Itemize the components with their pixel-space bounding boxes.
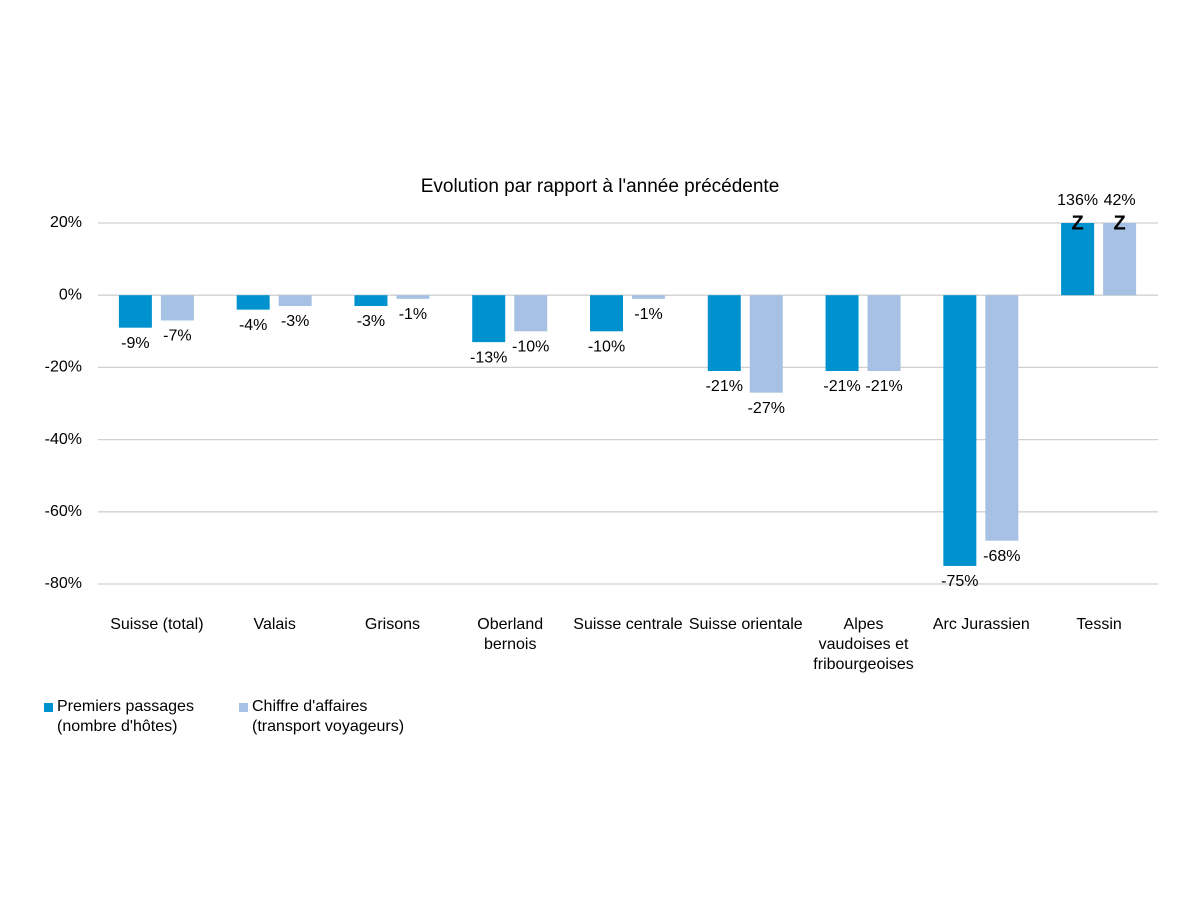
legend-swatch (239, 703, 248, 712)
chart-title: Evolution par rapport à l'année précéden… (421, 176, 780, 197)
bar (590, 295, 623, 332)
bar (867, 295, 901, 372)
bar (707, 295, 741, 372)
data-label: -4% (239, 317, 267, 334)
data-label: -13% (470, 349, 507, 366)
y-tick-label: -60% (45, 503, 82, 520)
bar (514, 295, 548, 332)
data-label: -1% (634, 306, 662, 323)
x-tick-label: Suisse orientale (688, 616, 803, 633)
y-tick-label: -20% (45, 359, 82, 376)
bar (985, 295, 1019, 541)
x-tick-label: Oberland bernois (477, 616, 544, 653)
data-label: -27% (748, 400, 785, 417)
x-tick-label: Valais (253, 616, 296, 633)
data-label: -10% (588, 339, 625, 356)
legend-label: Chiffre d'affaires (transport voyageurs) (252, 698, 405, 735)
bar (632, 295, 665, 299)
legend-swatch (44, 703, 53, 712)
data-label: -7% (163, 328, 191, 345)
data-label: 136% (1057, 192, 1098, 209)
y-tick-label: 20% (50, 214, 82, 231)
data-label: -68% (983, 548, 1020, 565)
bar (118, 295, 152, 328)
bar (1061, 223, 1095, 296)
data-label: -21% (706, 378, 743, 395)
legend-label: Premiers passages (nombre d'hôtes) (57, 698, 194, 735)
data-label: -21% (823, 378, 860, 395)
bar (396, 295, 430, 299)
data-label: -75% (941, 573, 978, 590)
bar (278, 295, 312, 307)
bar (472, 295, 506, 343)
bar (354, 295, 388, 307)
data-label: -3% (281, 313, 309, 330)
bar (749, 295, 783, 393)
bar (825, 295, 859, 372)
x-tick-label: Alpes vaudoises et fribourgeoises (813, 616, 914, 673)
bar (160, 295, 194, 321)
data-label: -1% (399, 306, 427, 323)
y-tick-label: 0% (59, 286, 82, 303)
bar (236, 295, 270, 310)
bar (943, 295, 977, 566)
x-tick-label: Arc Jurassien (932, 616, 1030, 633)
x-tick-label: Tessin (1076, 616, 1122, 633)
y-tick-label: -40% (45, 431, 82, 448)
data-label: -3% (357, 313, 385, 330)
data-label: -10% (512, 339, 549, 356)
data-label: -21% (865, 378, 902, 395)
data-label: -9% (121, 335, 149, 352)
data-label: 42% (1104, 192, 1136, 209)
break-marker: Z (1072, 212, 1084, 234)
x-tick-label: Grisons (364, 616, 420, 633)
bar (1103, 223, 1137, 296)
break-marker: Z (1114, 212, 1126, 234)
x-tick-label: Suisse centrale (573, 616, 683, 633)
y-tick-label: -80% (45, 575, 82, 592)
x-tick-label: Suisse (total) (110, 616, 204, 633)
